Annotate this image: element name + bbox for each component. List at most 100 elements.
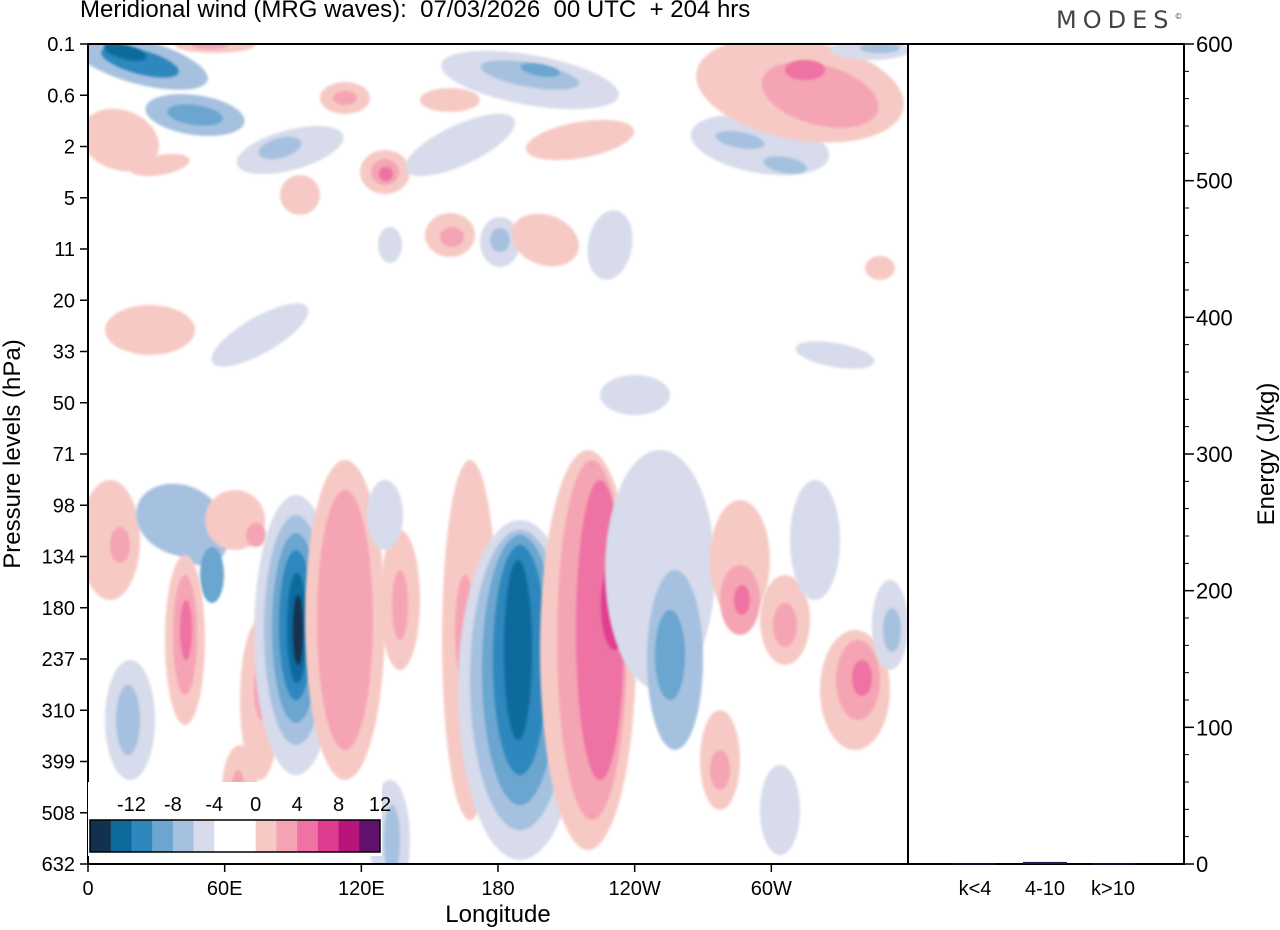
x-tick-label: 120E <box>338 878 385 900</box>
contour-blob <box>860 44 900 53</box>
contour-blob <box>480 60 580 90</box>
contour-blob <box>734 585 750 615</box>
colorbar-swatch <box>110 820 132 852</box>
heatmap-axes: 0 60E 120E 180 120W 60W 0.1 0.6 2 5 11 20 33 50 71 98 13… <box>42 34 792 900</box>
colorbar-tick-label: 12 <box>369 794 391 816</box>
energy-category-label: 4-10 <box>1025 878 1065 900</box>
contour-blob <box>211 303 309 367</box>
y-tick-label: 399 <box>42 752 75 774</box>
contour-blob <box>367 480 403 550</box>
colorbar-swatch <box>297 820 319 852</box>
contour-blob <box>785 60 825 80</box>
energy-plot-frame <box>907 43 1185 865</box>
colorbar-swatch <box>276 820 298 852</box>
contour-blob <box>404 113 516 177</box>
y-tick-label: 632 <box>42 854 75 876</box>
contour-blob <box>88 108 159 172</box>
energy-bar <box>1091 863 1135 865</box>
y-tick-label: 0.6 <box>47 85 75 107</box>
x-axis-label: Longitude <box>445 901 550 928</box>
energy-y-tick-label: 500 <box>1196 169 1233 194</box>
contour-blob <box>258 136 302 160</box>
energy-y-tick-label: 200 <box>1196 579 1233 604</box>
y-tick-label: 0.1 <box>47 34 75 56</box>
colorbar-tick-label: -12 <box>117 794 146 816</box>
colorbar-tick-label: 8 <box>333 794 344 816</box>
contour-blob <box>865 256 895 280</box>
contour-blob <box>103 44 147 61</box>
y-tick-label: 237 <box>42 649 75 671</box>
contour-blob <box>167 104 223 126</box>
energy-y-tick-label: 600 <box>1196 32 1233 57</box>
y-axis-label: Pressure levels (hPa) <box>0 339 26 568</box>
contour-blob <box>715 131 765 149</box>
contour-blob <box>504 560 532 740</box>
contour-blob <box>511 213 579 267</box>
energy-y-tick-label: 300 <box>1196 442 1233 467</box>
energy-bar-chart: 0 100 200 300 400 500 600 k<4 4-10 k>10 <box>953 32 1233 900</box>
colorbar-swatch <box>152 820 174 852</box>
contour-blob <box>710 750 730 790</box>
y-tick-label: 180 <box>42 598 75 620</box>
chart-title: Meridional wind (MRG waves): 07/03/2026 … <box>80 0 751 23</box>
colorbar-tick-label: -8 <box>164 794 182 816</box>
modes-logo: MODES© <box>1056 6 1182 34</box>
colorbar-tick-label: 4 <box>292 794 303 816</box>
energy-category-label: k<4 <box>959 878 992 900</box>
contour-blob <box>130 153 190 177</box>
contour-blob <box>200 547 224 603</box>
y-tick-label: 508 <box>42 803 75 825</box>
contour-blob <box>378 227 402 263</box>
contour-blob <box>392 570 408 640</box>
colorbar-swatch <box>255 820 277 852</box>
brand-mark: © <box>1174 12 1183 21</box>
contour-blob <box>420 88 480 112</box>
contour-blob <box>883 608 901 652</box>
contour-blob <box>110 527 130 563</box>
energy-bar <box>1023 861 1067 864</box>
colorbar-swatch <box>214 820 236 852</box>
contour-blob <box>761 62 879 128</box>
contour-blob <box>600 375 670 415</box>
colorbar-swatch <box>131 820 153 852</box>
y-tick-label: 20 <box>53 290 75 312</box>
contour-blob <box>655 610 685 700</box>
contour-blob <box>852 660 872 696</box>
contour-blob <box>520 63 560 77</box>
contour-blob <box>333 91 357 105</box>
y-tick-label: 134 <box>42 547 75 569</box>
energy-axis-label: Energy (J/kg) <box>1253 383 1280 526</box>
energy-y-tick-label: 0 <box>1196 852 1208 877</box>
contour-blob <box>773 603 797 647</box>
contour-blob <box>379 167 393 181</box>
contour-blob <box>317 490 373 750</box>
y-tick-label: 2 <box>64 137 75 159</box>
contour-blob <box>490 228 510 252</box>
colorbar-swatch <box>359 820 381 852</box>
y-tick-label: 33 <box>53 342 75 364</box>
contour-blob <box>384 805 400 864</box>
colorbar-swatch <box>90 820 112 852</box>
contour-blob <box>587 210 633 280</box>
energy-y-tick-label: 400 <box>1196 305 1233 330</box>
colorbar-tick-label: -4 <box>205 794 223 816</box>
x-tick-label: 120W <box>609 878 661 900</box>
contour-blob <box>246 523 266 547</box>
colorbar-swatch <box>235 820 257 852</box>
contour-blob <box>105 305 195 355</box>
contour-blob <box>192 44 228 49</box>
brand-name: MODES <box>1056 6 1175 34</box>
colorbar-swatch <box>317 820 340 852</box>
y-tick-label: 310 <box>42 700 75 722</box>
contour-blob <box>760 765 800 855</box>
x-tick-label: 0 <box>82 878 93 900</box>
x-tick-label: 180 <box>481 878 514 900</box>
contour-blob <box>293 595 303 665</box>
contour-blob <box>790 480 840 600</box>
colorbar-swatch <box>193 820 215 852</box>
colorbar-swatch <box>338 820 360 852</box>
contour-blob <box>180 600 192 660</box>
colorbar-frame <box>89 819 381 853</box>
energy-category-label: k>10 <box>1091 878 1135 900</box>
